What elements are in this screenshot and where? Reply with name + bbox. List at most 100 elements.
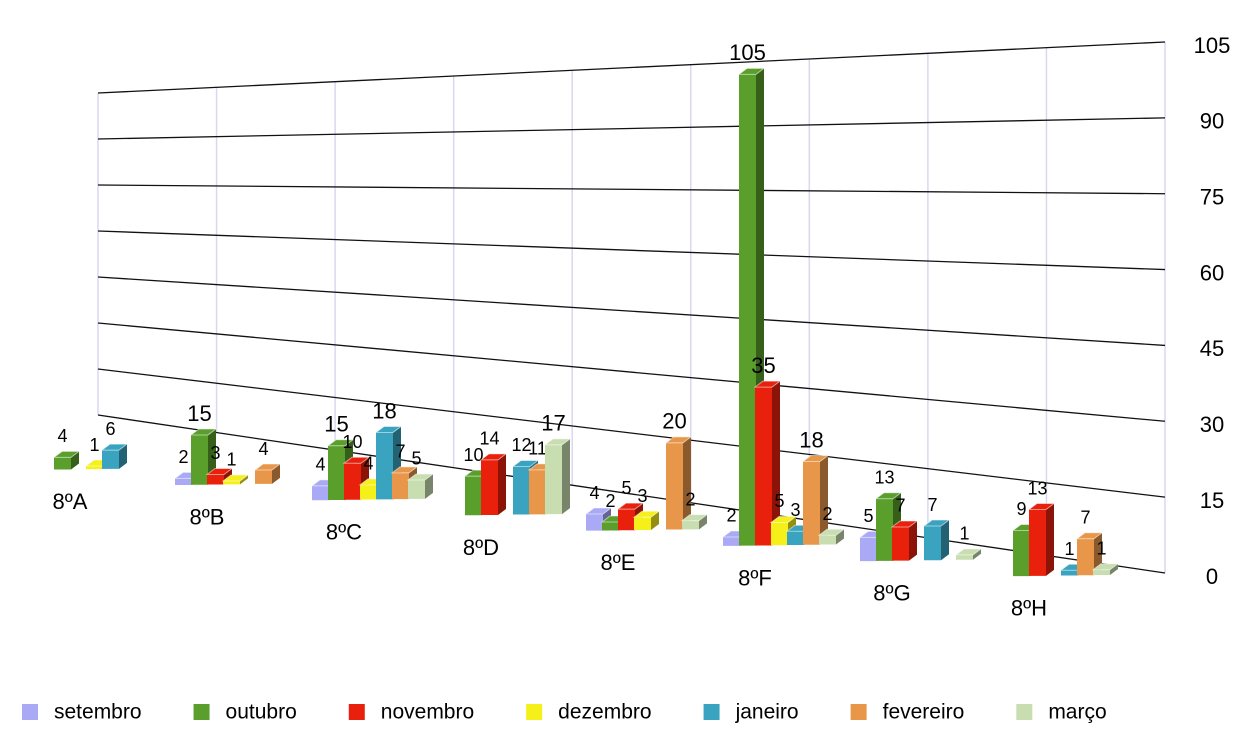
bar-front [860, 537, 877, 562]
bar-front [360, 484, 377, 500]
bar-front [86, 466, 103, 470]
bar-side [119, 444, 127, 469]
bar-front [408, 479, 425, 499]
bar-side [498, 453, 506, 515]
data-label: 10 [463, 445, 483, 465]
bar-top [205, 467, 234, 475]
bar-top [100, 443, 129, 451]
bar-top [511, 459, 540, 467]
legend-label: dezembro [558, 701, 651, 724]
grid-line [97, 184, 1166, 195]
bar-front [634, 517, 651, 530]
legend-swatch [850, 704, 867, 720]
grid-line [97, 117, 1166, 140]
bar-front [545, 444, 562, 515]
data-label: 17 [541, 411, 565, 436]
bar-top [390, 466, 419, 474]
data-label: 3 [210, 443, 220, 463]
bar-top [769, 515, 798, 523]
data-label: 18 [799, 427, 823, 452]
bar [543, 438, 572, 515]
data-label: 35 [751, 353, 775, 378]
data-label: 15 [324, 412, 348, 437]
bar-front [1029, 509, 1046, 576]
bar-top [1075, 532, 1104, 540]
data-label: 5 [774, 491, 784, 511]
bar-side [1110, 563, 1118, 575]
data-label: 4 [363, 454, 373, 474]
bar-top [342, 456, 371, 464]
bar-top [221, 474, 250, 482]
data-label: 13 [1027, 478, 1047, 498]
data-label: 2 [178, 447, 188, 467]
x-tick-label: 8ºF [738, 565, 772, 590]
data-label: 1 [89, 435, 99, 455]
bar [406, 473, 435, 499]
data-label: 15 [187, 401, 211, 426]
data-label: 7 [395, 442, 405, 462]
bar-side [562, 438, 570, 515]
data-label: 4 [57, 426, 67, 446]
legend-swatch [703, 704, 720, 720]
bar-front [175, 478, 192, 485]
bar-front [723, 536, 740, 546]
bar-top [326, 439, 355, 447]
bar-front [1093, 569, 1110, 575]
y-tick-label: 0 [1206, 564, 1218, 589]
bar-front [312, 485, 329, 501]
bar-front [1061, 570, 1078, 576]
data-label: 1 [959, 524, 969, 544]
bar [374, 425, 403, 500]
bar-side [683, 436, 691, 530]
bar-front [771, 522, 788, 546]
legend-label: março [1048, 701, 1106, 724]
data-label: 5 [863, 506, 873, 526]
bar-top [1091, 563, 1120, 571]
bar [817, 528, 846, 545]
bar-side [973, 548, 981, 560]
legend-swatch [22, 704, 38, 720]
bar-front [191, 434, 208, 485]
bar-top [664, 436, 693, 444]
x-tick-label: 8ºC [326, 520, 362, 545]
x-tick-label: 8ºG [873, 580, 910, 605]
legend-label: outubro [226, 701, 297, 724]
bar-side [699, 514, 707, 530]
grid-line [97, 414, 1166, 574]
data-label: 4 [315, 455, 325, 475]
data-label: 3 [637, 486, 647, 506]
bar-front [602, 522, 619, 531]
bar-side [836, 529, 844, 545]
bar-front [513, 466, 530, 515]
bar-front [1077, 538, 1094, 576]
data-label: 11 [528, 439, 547, 459]
data-label: 1 [1096, 539, 1106, 559]
bar-front [465, 476, 482, 516]
y-tick-label: 75 [1200, 185, 1224, 210]
bar-front [924, 526, 941, 561]
grid-line [97, 41, 1166, 94]
bar-front [803, 461, 820, 545]
data-label: 3 [790, 500, 800, 520]
data-label: 10 [342, 432, 362, 452]
bar-top [1027, 503, 1056, 511]
data-label: 5 [621, 478, 631, 498]
legend-label: novembro [381, 701, 474, 724]
bar [954, 548, 983, 560]
bar-front [54, 457, 71, 470]
y-tick-label: 90 [1200, 109, 1224, 134]
bar-top [584, 507, 613, 515]
data-label: 9 [1016, 499, 1026, 519]
data-label: 4 [258, 439, 268, 459]
data-label: 2 [726, 506, 736, 526]
bar [1091, 563, 1120, 575]
grid-line [97, 276, 1166, 347]
bar [664, 436, 693, 530]
bar-side [1046, 503, 1054, 576]
bar-top [680, 514, 709, 522]
data-label: 12 [511, 435, 531, 455]
legend-label: janeiro [735, 701, 799, 724]
bar-front [223, 480, 240, 485]
bar-front [876, 498, 893, 561]
